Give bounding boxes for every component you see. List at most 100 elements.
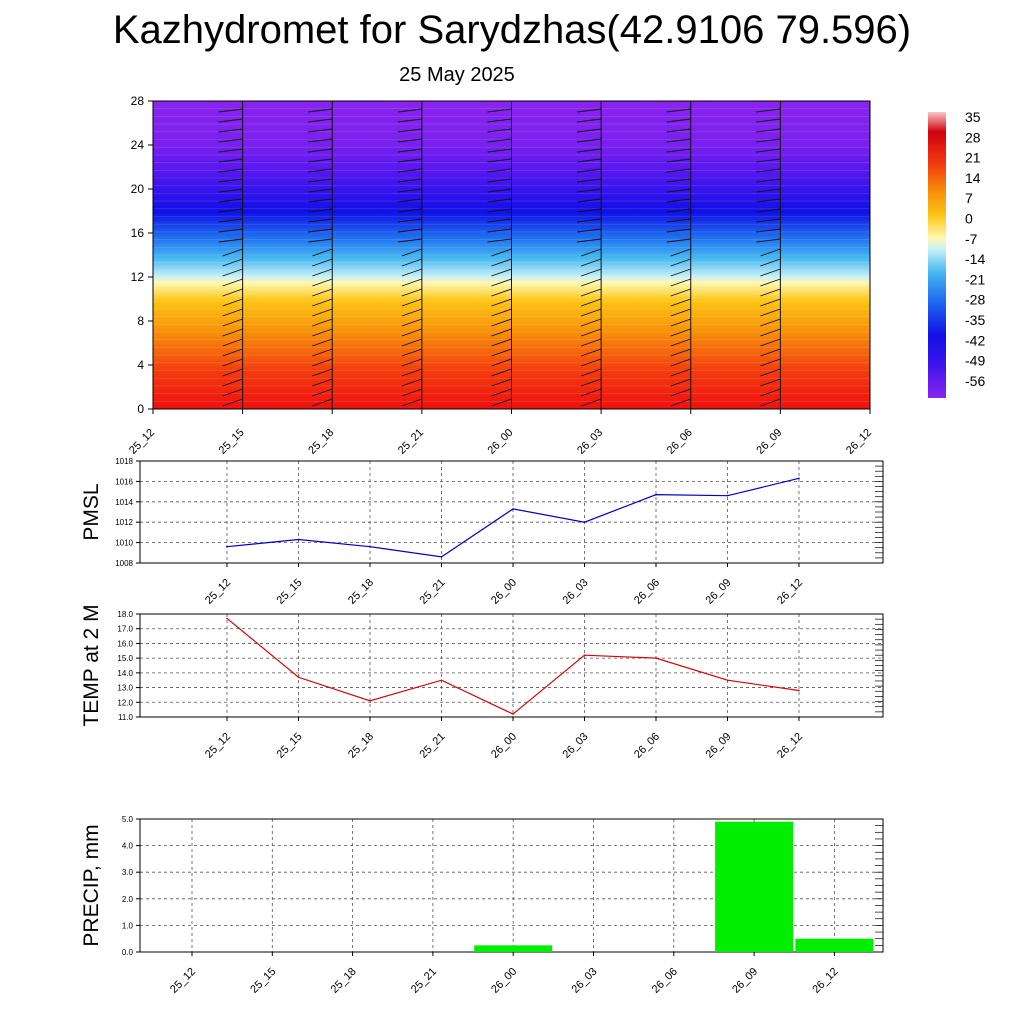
wind-barb (222, 358, 243, 367)
wind-barb (760, 398, 781, 407)
wind-barb (312, 308, 333, 317)
wind-barb (670, 348, 691, 357)
wind-barb (308, 198, 333, 203)
wind-barb (577, 208, 602, 213)
pmsl-point (512, 508, 514, 510)
wind-barb (760, 298, 781, 307)
pmsl-point (369, 545, 371, 548)
x-tick-label: 26_09 (730, 966, 760, 996)
wind-barb (756, 138, 781, 143)
x-tick-label: 26_03 (575, 427, 605, 457)
y-tick-label: 13.0 (117, 684, 133, 693)
wind-barb (401, 338, 423, 347)
wind-barb-column (487, 101, 512, 409)
wind-barb (670, 288, 691, 297)
wind-barb (401, 398, 423, 407)
wind-barb (756, 178, 781, 183)
colorbar-label: 28 (965, 129, 981, 145)
wind-barb (760, 268, 781, 277)
wind-barb (577, 238, 602, 243)
x-tick-label: 25_12 (168, 966, 198, 996)
wind-barb (308, 108, 333, 113)
wind-barb (670, 248, 691, 257)
wind-barb (577, 158, 602, 163)
wind-barb (756, 168, 781, 173)
wind-barb (666, 158, 691, 163)
wind-barb (580, 328, 602, 337)
x-tick-label: 25_18 (346, 731, 376, 761)
wind-barb (397, 208, 422, 213)
wind-barb (760, 308, 781, 317)
pmsl-frame (139, 460, 884, 564)
wind-barb (218, 148, 243, 153)
x-tick-label: 26_06 (665, 427, 695, 457)
precip-bar (715, 821, 794, 952)
wind-barb (312, 328, 333, 337)
wind-barb (218, 178, 243, 183)
wind-barb (401, 358, 423, 367)
colorbar-label: -7 (965, 231, 978, 247)
temp2m-point (798, 689, 800, 692)
wind-barb-column (666, 101, 692, 409)
wind-barb (218, 188, 243, 193)
wind-barb (312, 298, 333, 307)
wind-barb (756, 208, 781, 213)
wind-barb (666, 178, 691, 183)
wind-barb (670, 398, 691, 407)
wind-barb (312, 348, 333, 357)
wind-barb (222, 388, 243, 397)
wind-barb (580, 308, 602, 317)
x-tick-label: 25_15 (248, 966, 278, 996)
wind-barb (312, 268, 333, 277)
wind-barb (491, 258, 512, 267)
x-tick-label: 26_12 (775, 731, 805, 761)
y-tick-label: 11.0 (118, 713, 134, 722)
wind-barb (577, 118, 602, 123)
wind-barb (312, 318, 333, 327)
y-tick-label: 0.0 (122, 948, 134, 957)
x-tick-label: 25_12 (203, 731, 233, 761)
wind-barb (222, 258, 243, 267)
wind-barb (397, 228, 422, 233)
wind-barb (580, 378, 602, 387)
x-tick-label: 26_06 (632, 577, 662, 607)
y-tick-label: 1.0 (122, 921, 134, 930)
wind-barb (491, 308, 512, 317)
wind-barb (401, 318, 423, 327)
wind-barb (222, 328, 243, 337)
wind-barb (308, 148, 333, 153)
wind-barb (487, 118, 512, 123)
wind-barb (401, 258, 423, 267)
wind-barb (222, 268, 243, 277)
wind-barb (756, 238, 781, 243)
wind-barb (756, 128, 781, 133)
wind-barb (222, 288, 243, 297)
wind-barb (760, 248, 781, 257)
wind-barb (487, 158, 512, 163)
temp2m-point (369, 700, 371, 702)
wind-barb (397, 158, 422, 163)
wind-barb (222, 318, 243, 327)
x-tick-label: 25_18 (329, 966, 359, 996)
x-tick-label: 26_09 (704, 731, 734, 761)
temp2m-point (655, 657, 657, 659)
wind-barb (491, 388, 512, 397)
colorbar-label: -35 (965, 312, 985, 328)
y-tick-label: 18.0 (117, 610, 133, 619)
x-tick-label: 26_00 (489, 731, 519, 761)
wind-barb (397, 198, 422, 203)
wind-barb (491, 328, 512, 337)
wind-barb (487, 188, 512, 193)
wind-barb (577, 218, 602, 223)
y-tick-label: 2.0 (122, 895, 134, 904)
y-tick-label: 4 (137, 358, 144, 372)
temp2m-point (297, 676, 300, 679)
wind-barb (756, 108, 781, 113)
wind-barb (397, 168, 422, 173)
precip-bar (795, 938, 874, 952)
wind-barb (580, 278, 602, 287)
wind-barb (312, 278, 333, 287)
x-tick-label: 26_00 (489, 577, 519, 607)
wind-barb (312, 388, 333, 397)
